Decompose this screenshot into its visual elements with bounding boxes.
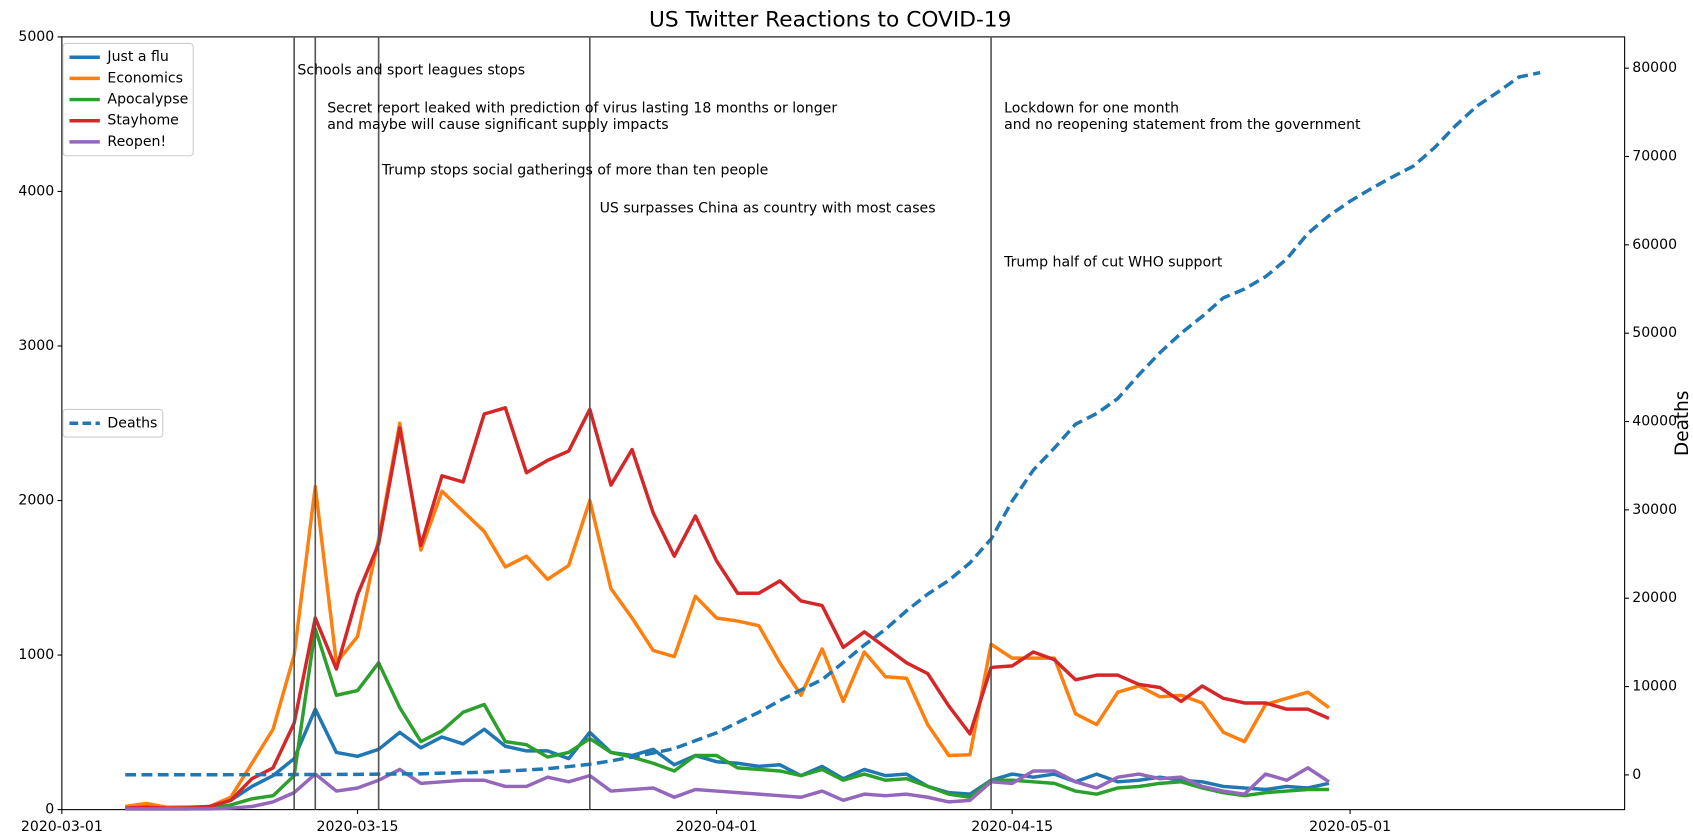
annotation: Schools and sport leagues stops — [297, 63, 525, 79]
annotation: Lockdown for one month and no reopening s… — [1004, 101, 1361, 133]
y2-axis-label: Deaths — [1672, 391, 1693, 456]
legend-label: Stayhome — [107, 113, 178, 129]
legend-label: Reopen! — [107, 134, 166, 150]
x-tick-label: 2020-03-01 — [21, 819, 103, 835]
legend-label: Apocalypse — [107, 92, 188, 108]
annotation: US surpasses China as country with most … — [600, 200, 936, 216]
y2-tick-label: 50000 — [1632, 325, 1677, 341]
plot-frame — [61, 36, 1626, 811]
series-line — [125, 70, 1541, 777]
y-tick-label: 3000 — [18, 338, 54, 354]
x-tick-label: 2020-05-01 — [1309, 819, 1391, 835]
series-line — [124, 421, 1330, 810]
annotation: Trump half of cut WHO support — [1003, 255, 1223, 271]
x-tick-label: 2020-04-01 — [676, 819, 758, 835]
series-line — [125, 406, 1330, 810]
legend-label: Just a flu — [106, 49, 168, 65]
legend-label: Economics — [107, 70, 183, 86]
y-tick-label: 2000 — [18, 493, 54, 509]
legend-box — [62, 408, 164, 438]
y2-tick-label: 30000 — [1632, 502, 1677, 518]
y-tick-label: 4000 — [18, 183, 54, 199]
annotation: Trump stops social gatherings of more th… — [381, 162, 768, 178]
y2-tick-label: 70000 — [1632, 149, 1677, 165]
x-tick-label: 2020-03-15 — [317, 819, 399, 835]
legend-box — [62, 42, 194, 157]
chart-title: US Twitter Reactions to COVID-19 — [649, 8, 1011, 33]
y-tick-label: 5000 — [18, 29, 54, 45]
legend-label: Deaths — [107, 415, 157, 431]
series-line — [125, 627, 1329, 811]
annotation: Secret report leaked with prediction of … — [327, 101, 837, 133]
y2-tick-label: 60000 — [1632, 237, 1677, 253]
y-tick-label: 0 — [45, 802, 54, 818]
y2-tick-label: 80000 — [1632, 60, 1677, 76]
y2-tick-label: 20000 — [1632, 590, 1677, 606]
series-line — [125, 766, 1330, 811]
x-tick-label: 2020-04-15 — [971, 819, 1053, 835]
y2-tick-label: 10000 — [1632, 679, 1677, 695]
y-tick-label: 1000 — [18, 647, 54, 663]
y2-tick-label: 0 — [1632, 767, 1641, 783]
y2-tick-label: 40000 — [1632, 414, 1677, 430]
